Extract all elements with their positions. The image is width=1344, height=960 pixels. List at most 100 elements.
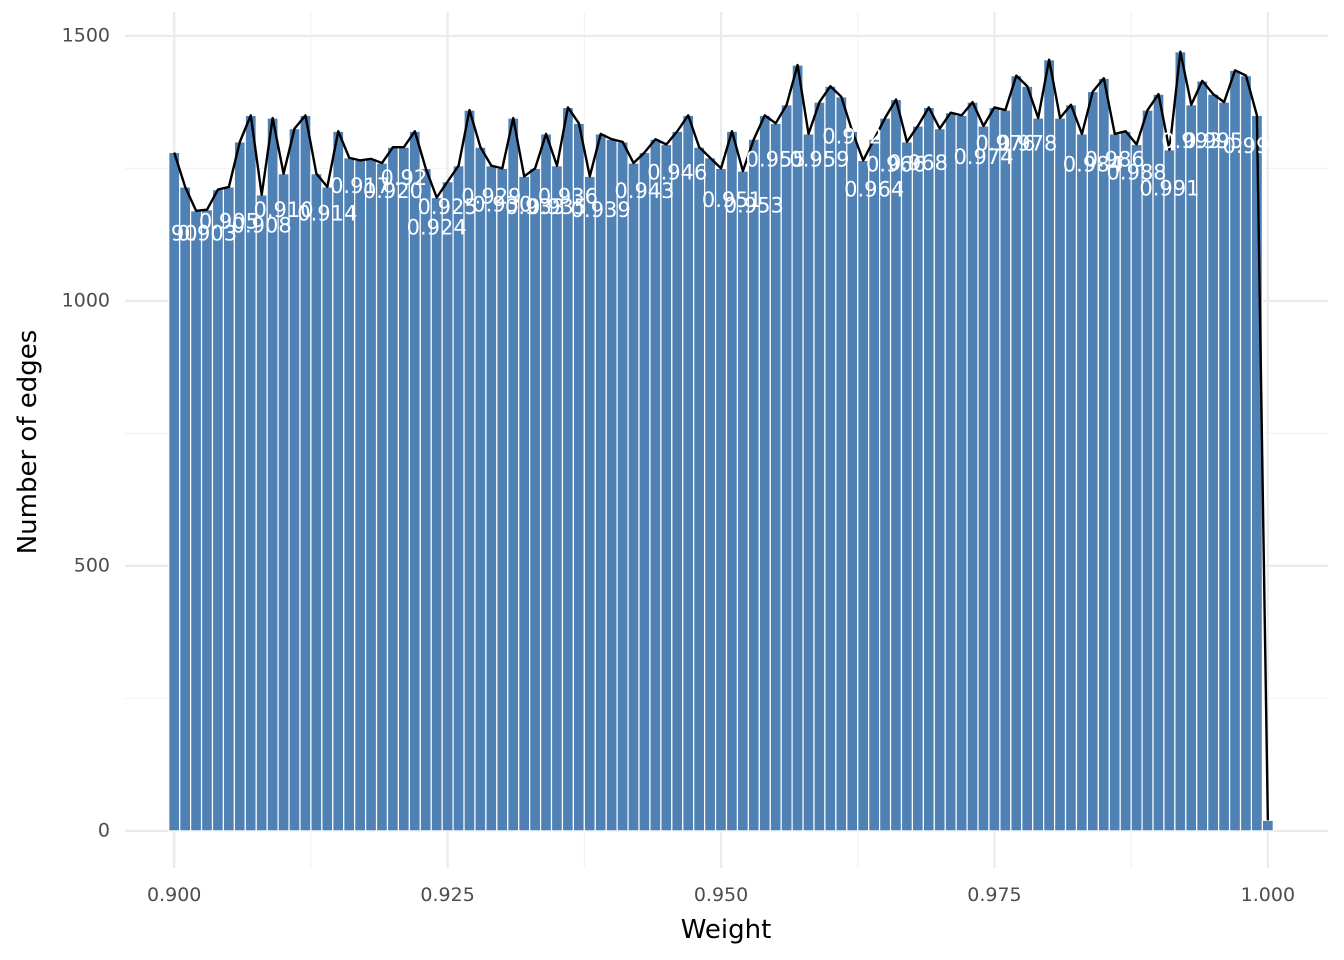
y-tick-label: 1000 [62,289,110,311]
bar [441,181,454,832]
bar [474,146,487,832]
bar [375,162,389,832]
bar [1185,104,1198,832]
bar [955,114,968,832]
bar-label: 0.924 [407,215,467,239]
bar [1097,77,1110,832]
bar-labels: 0.900.9030.9050.9080.9100.9140.9170.9200… [151,125,1270,246]
bar [824,85,837,832]
bar [977,125,990,832]
bar [386,146,400,832]
bar [321,186,334,832]
x-axis-ticks: 0.900 0.925 0.950 0.975 1.000 [147,884,1295,906]
bar-label: 0.976 [975,132,1035,156]
bar [1228,69,1242,832]
bar [539,133,553,832]
bar [1021,85,1034,832]
bar-label: 0.925 [418,195,478,219]
bars [168,51,1274,832]
bar [583,175,596,832]
bar [605,138,618,832]
y-tick-label: 500 [74,554,110,576]
bar [933,128,946,832]
bar-label: 0.914 [297,201,357,225]
bar [452,165,465,832]
bar [879,117,892,832]
bar-label: 0.935 [527,195,587,219]
bar [200,209,214,832]
bar [1075,133,1088,832]
bar-label: 0.955 [746,147,806,171]
bar [332,130,345,832]
bar [179,186,192,832]
bar [966,101,979,832]
bar-label: 0.978 [997,132,1057,156]
bar [791,64,804,832]
bar-label: 0.974 [953,145,1013,169]
bar [846,130,859,832]
bar-label: 0.962 [822,125,882,149]
bar [277,173,290,832]
bar [758,114,771,832]
bar [168,151,181,832]
series-line [173,50,1270,821]
bar [365,158,378,832]
bar-label: 0.920 [363,179,423,203]
bar [769,122,782,832]
bar [802,133,815,832]
y-axis-ticks: 0 500 1000 1500 [62,24,110,841]
bar-label: 0.903 [177,222,237,246]
bar-label: 0.966 [866,153,926,177]
bar-label: 0.946 [647,161,707,185]
bar [255,194,268,832]
bar [682,114,695,832]
bar [1130,143,1143,832]
bar [988,106,1001,832]
x-tick-label: 0.950 [694,884,748,906]
bar [485,165,498,832]
bar [889,98,903,832]
bar [1207,93,1220,832]
bar-label: 0.90 [151,222,198,246]
bar-label: 0.939 [571,198,631,222]
bar-label: 0.959 [789,147,849,171]
bar [616,141,629,832]
bar [1218,101,1231,832]
bar [430,196,443,832]
bar [1174,51,1187,832]
bar-label: 0.993 [1161,129,1221,153]
y-axis-title: Number of edges [13,330,43,555]
bar [660,143,673,832]
bar [693,146,706,832]
bar-label: 0.943 [614,179,674,203]
bar-label: 0.988 [1107,161,1167,185]
bar [1043,59,1056,832]
y-tick-label: 1500 [62,24,110,46]
bar [343,157,356,832]
bar [354,159,367,832]
bar [835,96,848,832]
bar-label: 0.964 [844,178,904,202]
bar [1032,117,1045,832]
bar [671,130,684,832]
bar [496,167,509,832]
bar [1064,104,1078,832]
x-axis-title: Weight [681,915,772,945]
bar [310,173,323,832]
bar [419,167,432,832]
bar-label: 0.917 [330,174,390,198]
frequency-line [173,50,1270,821]
bar [704,157,717,832]
bar [1141,109,1154,832]
bar-label: 0.929 [461,185,521,209]
bar-label: 0.905 [199,209,259,233]
bar-label: 0.933 [505,195,565,219]
bar [1152,93,1165,832]
bar [1108,133,1121,832]
bar-label: 0.930 [472,192,532,216]
x-tick-label: 0.975 [967,884,1021,906]
y-tick-label: 0 [98,819,110,841]
bar [725,130,739,832]
x-tick-label: 0.925 [420,884,474,906]
bar [222,186,235,832]
